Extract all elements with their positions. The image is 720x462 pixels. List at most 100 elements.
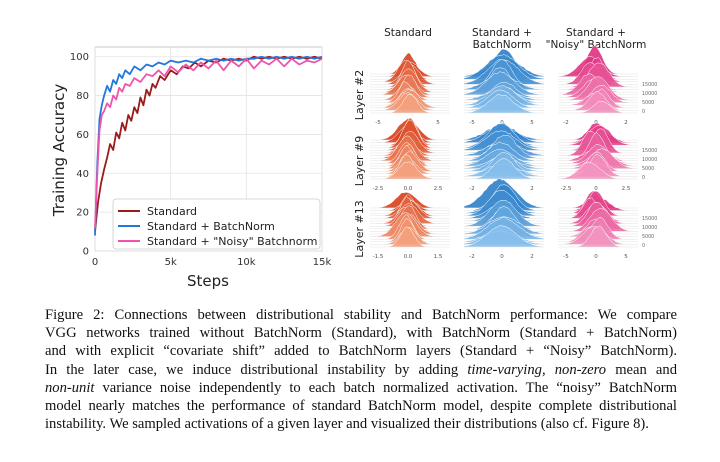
ridge-step-label: 10000 <box>642 157 657 163</box>
y-tick-label: 60 <box>76 130 89 141</box>
ridge-tick-label: 0.0 <box>404 254 413 260</box>
ridge-step-label: 10000 <box>642 91 657 97</box>
ridge-step-label: 15000 <box>642 82 657 88</box>
ridge-cell: -202150001000050000 <box>557 45 657 126</box>
series-line-1 <box>94 55 323 236</box>
ridge-tick-label: -5 <box>563 254 569 260</box>
ridge-tick-label: 0 <box>594 186 598 192</box>
x-tick-label: 15k <box>313 257 332 268</box>
y-tick-label: 100 <box>70 52 89 63</box>
ridge-curve <box>463 224 545 248</box>
caption-line: model nearly matches the performance of … <box>45 397 677 415</box>
x-tick-label: 0 <box>92 257 98 268</box>
ridge-tick-label: 1.5 <box>434 254 443 260</box>
ridge-step-label: 10000 <box>642 225 657 231</box>
column-header: Standard + <box>566 27 626 39</box>
caption-line: non-unit variance noise independently to… <box>45 379 677 397</box>
caption-line: Figure 2: Connections between distributi… <box>45 306 677 324</box>
ridge-tick-label: -1.5 <box>373 254 384 260</box>
ridge-curve <box>463 158 545 180</box>
ridge-tick-label: -2.5 <box>561 186 572 192</box>
legend-label: Standard <box>147 205 197 218</box>
caption-line: In the later case, we induce distributio… <box>45 361 677 379</box>
caption-text: mean and <box>606 361 677 378</box>
ridge-tick-label: 0 <box>500 254 504 260</box>
x-tick-label: 10k <box>237 257 256 268</box>
ridge-tick-label: 0.0 <box>404 186 413 192</box>
ridge-step-label: 5000 <box>642 100 654 106</box>
ridge-step-label: 0 <box>642 109 645 115</box>
ridge-tick-label: 5 <box>436 120 440 126</box>
ridge-tick-label: -5 <box>375 120 381 126</box>
x-axis-label: Steps <box>187 272 229 290</box>
caption-line: VGG networks trained without BatchNorm (… <box>45 324 677 342</box>
row-label: Layer #9 <box>353 136 366 186</box>
row-label: Layer #13 <box>353 200 366 257</box>
caption-text: VGG networks trained without BatchNorm (… <box>45 325 677 342</box>
ridge-step-label: 15000 <box>642 216 657 222</box>
legend-label: Standard + "Noisy" Batchnorm <box>147 235 318 248</box>
ridge-cell: -2 0 2 <box>463 122 545 192</box>
ridge-tick-label: 5 <box>624 254 628 260</box>
ridge-step-label: 15000 <box>642 148 657 154</box>
ridge-tick-label: 0 <box>500 120 504 126</box>
ridge-tick-label: -5 <box>469 120 475 126</box>
y-tick-label: 40 <box>76 169 89 180</box>
ridge-tick-label: 5 <box>530 120 534 126</box>
y-tick-label: 0 <box>83 247 89 258</box>
y-axis-label: Training Accuracy <box>50 84 68 218</box>
ridge-tick-label: 2 <box>530 186 534 192</box>
training-accuracy-chart: 0 20 40 60 80 100 0 5k 10k 15k Steps Training Acc… <box>50 46 332 290</box>
legend-label: Standard + BatchNorm <box>147 220 275 233</box>
ridge-curve <box>370 226 450 248</box>
ridge-cell: -2 0 2 <box>463 178 545 260</box>
ridge-tick-label: -2 <box>469 186 474 192</box>
column-header: "Noisy" BatchNorm <box>546 39 647 51</box>
caption-emphasis: non-unit <box>45 379 95 396</box>
caption-emphasis: non-zero <box>554 361 607 378</box>
ridge-curve <box>463 93 545 114</box>
y-tick-label: 80 <box>76 91 89 102</box>
caption-text: model nearly matches the performance of … <box>45 398 677 415</box>
column-header: BatchNorm <box>473 39 532 51</box>
caption-text: In the later case, we induce distributio… <box>45 361 468 378</box>
legend-box <box>112 198 321 250</box>
ridge-step-label: 5000 <box>642 234 654 240</box>
ridge-cell: -2.5 0.0 2.5 <box>370 117 450 192</box>
ridge-step-label: 5000 <box>642 166 654 172</box>
ridge-tick-label: 2 <box>624 120 628 126</box>
ridge-tick-label: 2.5 <box>622 186 631 192</box>
caption-text: , <box>541 361 555 378</box>
ridge-cell: -5 0 5 15000 10000 5000 0 <box>557 190 657 260</box>
ridge-curve <box>558 62 638 88</box>
ridge-cell: -5 0 5 <box>463 48 545 126</box>
caption-text: instability. We sampled activations of a… <box>45 416 649 433</box>
column-header: Standard <box>384 27 432 39</box>
ridge-tick-label: -2 <box>563 120 568 126</box>
caption-text: variance noise independently to each bat… <box>94 379 677 396</box>
caption-text: Figure 2: Connections between distributi… <box>45 307 677 323</box>
ridge-cell: -505 <box>370 52 450 126</box>
ridge-step-label: 0 <box>642 175 645 181</box>
ridge-tick-label: 0 <box>594 254 598 260</box>
ridge-tick-label: -2 <box>469 254 474 260</box>
y-tick-label: 20 <box>76 208 89 219</box>
legend: Standard Standard + BatchNorm Standard + "… <box>112 198 321 250</box>
caption-line: instability. We sampled activations of a… <box>45 415 677 433</box>
ridge-tick-label: 2 <box>530 254 534 260</box>
ridge-tick-label: -2.5 <box>373 186 384 192</box>
x-tick-label: 5k <box>165 257 177 268</box>
figure-caption: Figure 2: Connections between distributi… <box>45 306 677 433</box>
tick-labels: 0 20 40 60 80 100 0 5k 10k 15k <box>70 52 332 268</box>
caption-emphasis: time-varying <box>467 361 542 378</box>
ridge-curve <box>558 101 638 114</box>
column-header: Standard + <box>472 27 532 39</box>
ridge-cell: -1.5 0.0 1.5 <box>369 192 450 260</box>
series-lines <box>94 55 323 236</box>
ridge-step-label: 0 <box>642 243 645 249</box>
row-label: Layer #2 <box>353 70 366 120</box>
series-line-2 <box>94 57 323 228</box>
ridge-cell: -2.5 0 2.5 15000 10000 5000 0 <box>557 122 657 192</box>
